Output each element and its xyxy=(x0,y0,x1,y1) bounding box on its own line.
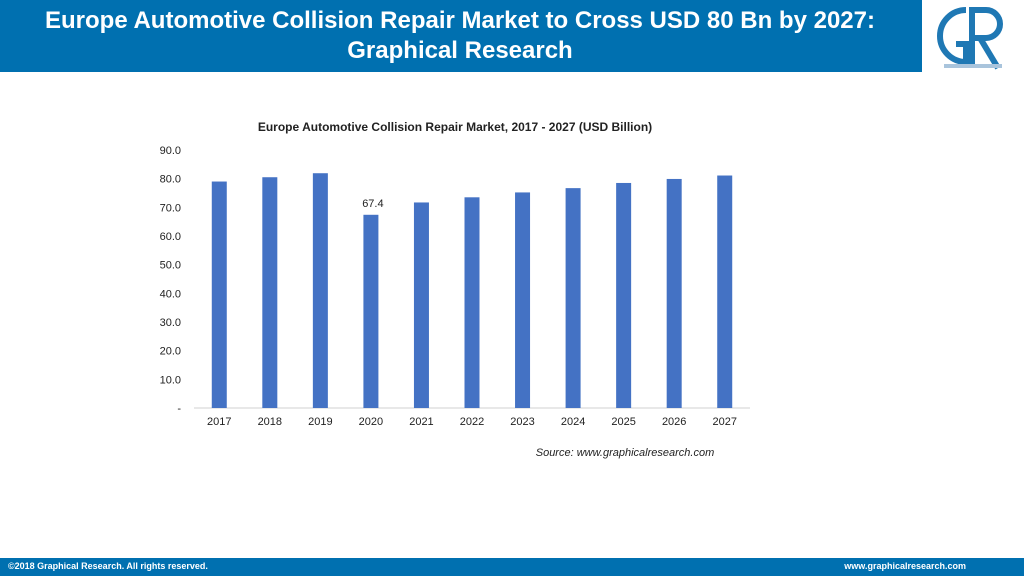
x-tick-label: 2019 xyxy=(308,416,332,428)
bar xyxy=(413,202,429,408)
x-tick-label: 2021 xyxy=(409,416,433,428)
bar xyxy=(464,197,480,408)
chart-title: Europe Automotive Collision Repair Marke… xyxy=(257,120,653,134)
x-tick-label: 2018 xyxy=(258,416,282,428)
bar xyxy=(666,178,682,408)
y-tick-label: - xyxy=(177,403,181,415)
y-tick-label: 60.0 xyxy=(160,231,181,243)
x-tick-label: 2022 xyxy=(460,416,484,428)
source-note: Source: www.graphicalresearch.com xyxy=(535,447,715,459)
x-tick-label: 2020 xyxy=(359,416,383,428)
y-tick-label: 80.0 xyxy=(160,174,181,186)
x-tick-label: 2027 xyxy=(712,416,736,428)
y-tick-label: 10.0 xyxy=(160,374,181,386)
x-tick-label: 2017 xyxy=(207,416,231,428)
y-tick-label: 30.0 xyxy=(160,317,181,329)
y-tick-label: 20.0 xyxy=(160,346,181,358)
x-tick-label: 2023 xyxy=(510,416,534,428)
bar xyxy=(363,214,379,408)
bar xyxy=(515,192,531,408)
header-banner: Europe Automotive Collision Repair Marke… xyxy=(0,0,922,72)
x-tick-label: 2025 xyxy=(611,416,635,428)
footer-bar: ©2018 Graphical Research. All rights res… xyxy=(0,558,1024,576)
bar xyxy=(312,173,328,408)
y-tick-label: 90.0 xyxy=(160,145,181,157)
copyright-text: ©2018 Graphical Research. All rights res… xyxy=(8,561,208,571)
data-label: 67.4 xyxy=(362,198,383,210)
bar xyxy=(717,175,733,408)
y-tick-label: 70.0 xyxy=(160,202,181,214)
website-link[interactable]: www.graphicalresearch.com xyxy=(844,561,966,571)
logo xyxy=(922,0,1024,76)
graphical-research-logo-icon xyxy=(937,4,1008,72)
x-tick-label: 2026 xyxy=(662,416,686,428)
bar xyxy=(211,181,227,408)
x-tick-label: 2024 xyxy=(561,416,585,428)
bar xyxy=(616,182,632,408)
y-tick-label: 50.0 xyxy=(160,260,181,272)
y-tick-label: 40.0 xyxy=(160,288,181,300)
bar xyxy=(262,177,278,408)
bar xyxy=(565,188,581,408)
page-title: Europe Automotive Collision Repair Marke… xyxy=(45,7,875,64)
